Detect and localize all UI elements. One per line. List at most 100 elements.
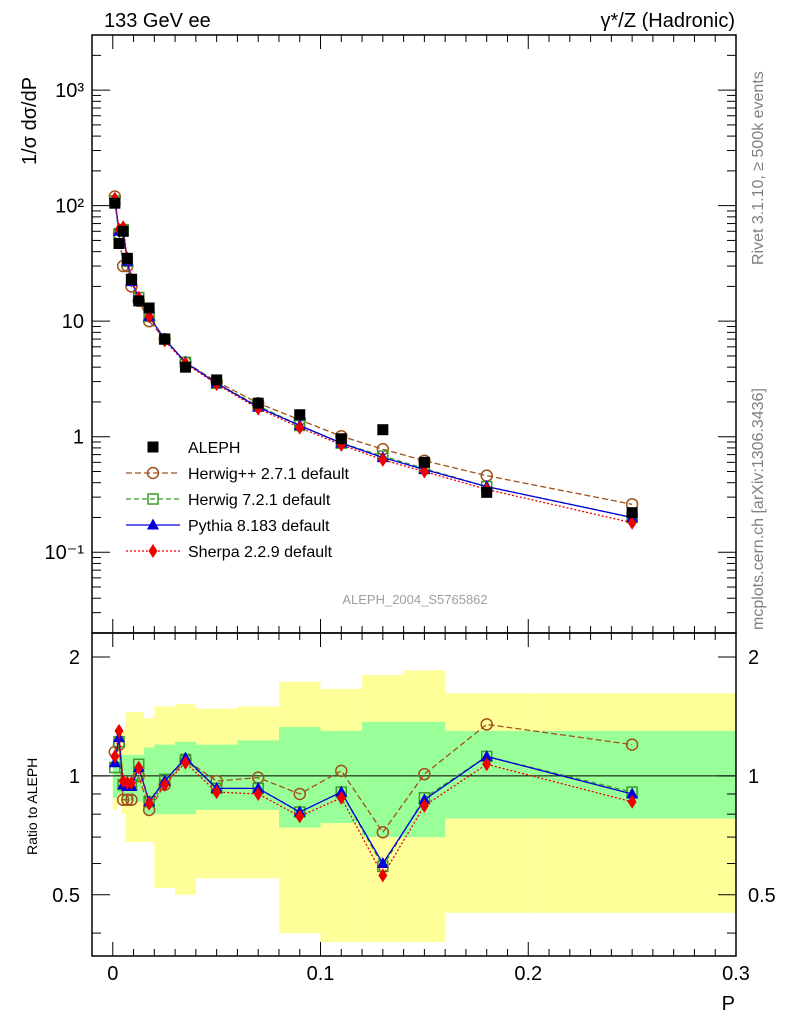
legend-entry: Herwig++ 2.7.1 default [126,466,350,483]
x-tick-label: 0.1 [307,963,335,985]
rivet-label: Rivet 3.1.10, ≥ 500k events [750,71,767,265]
mcplots-label: mcplots.cern.ch [arXiv:1306.3436] [750,388,767,630]
main-data-point [179,361,191,373]
main-series [108,190,639,530]
y-tick-label: 10² [55,196,84,218]
legend-label: Sherpa 2.2.9 default [188,544,333,561]
axis-ticks [92,34,737,956]
legend-marker [147,493,159,505]
ratio-data-point [335,764,348,778]
main-data-point [377,424,389,436]
main-data-point [252,397,264,409]
ratio-data-point [480,749,493,761]
ratio-data-point [293,787,306,801]
legend-entry: Herwig 7.2.1 default [126,492,331,509]
ratio-y-tick-label-right: 1 [748,766,759,788]
main-data-point [121,252,133,264]
main-ylabel: 1/σ dσ/dP [19,77,41,165]
x-tick-label: 0 [107,963,118,985]
legend-marker [147,518,159,530]
ratio-data-point [116,793,130,807]
main-data-point [133,295,145,307]
main-series-group [109,197,638,519]
inner-band-bin [133,754,144,802]
main-series-group [108,190,639,511]
xlabel: P [722,993,735,1015]
ratio-data-point [376,826,390,839]
ratio-data-point [336,790,346,805]
inner-band-bin [362,721,404,838]
inner-band-bin [112,756,117,798]
ratio-data-point [295,809,305,824]
ratio-data-point [114,723,124,738]
inner-band-bin [143,747,155,815]
x-tick-label: 0.2 [514,963,542,985]
ratio-data-point [418,767,431,781]
ratio-y-tick-label-right: 2 [748,647,759,669]
inner-band-bin [116,759,122,794]
ratio-data-point [134,760,144,775]
ratio-data-point [480,718,493,731]
ratio-data-point [376,857,389,869]
ratio-data-point [482,757,492,772]
main-data-point [626,507,638,519]
main-data-point [480,469,493,482]
ratio-data-point [180,755,190,770]
ratio-data-point [125,793,138,807]
main-data-point [335,433,347,445]
ratio-data-point [253,786,263,801]
legend-marker [147,441,159,453]
ratio-y-tick-label: 2 [69,647,80,669]
ratio-data-point [121,793,134,807]
ratio-data-point [627,794,637,809]
legend-label: Herwig 7.2.1 default [188,492,331,509]
main-series-line [114,196,633,505]
left-title: 133 GeV ee [104,10,211,32]
main-data-point [419,464,429,479]
main-data-point [627,515,637,530]
legend-label: Herwig++ 2.7.1 default [188,466,350,483]
main-data-point [295,420,305,435]
axis-tick-labels: 0 0.1 0.2 0.3 10⁻¹ 1 10 10² 10³ 0.5 0.5 1 1 2 2 [45,80,776,985]
ratio-y-tick-label-right: 0.5 [748,885,776,907]
y-tick-label: 10³ [55,80,84,102]
ratio-data-point [625,738,639,751]
main-data-point [418,456,430,468]
legend-label: Pythia 8.183 default [188,518,330,535]
main-data-point [159,333,171,345]
ratio-data-point [212,785,222,800]
ratio-data-point [626,787,639,799]
main-data-point [109,197,121,209]
y-tick-label: 1 [73,427,84,449]
legend-marker [148,544,158,558]
ratio-data-point [418,793,431,805]
inner-band-bin [195,744,238,810]
y-tick-label: 10 [62,311,84,333]
ratio-data-point [126,775,136,790]
ratio-y-tick-label: 1 [69,766,80,788]
main-data-point [481,486,493,498]
legend-entry: ALEPH [147,440,240,457]
ratio-uncertainty-bands [112,670,736,942]
ratio-series-group [110,723,637,883]
main-data-point [113,238,125,250]
analysis-id: ALEPH_2004_S5765862 [342,592,487,607]
main-data-point [211,374,223,386]
main-data-point [143,302,155,314]
legend: ALEPH Herwig++ 2.7.1 default Herwig 7.2.1 … [126,440,350,561]
ratio-data-point [378,868,388,883]
legend-entry: Pythia 8.183 default [126,518,330,535]
right-title: γ*/Z (Hadronic) [601,10,735,32]
main-data-point [125,273,137,285]
ratio-data-point [419,798,429,813]
ratio-data-point [160,777,170,792]
legend-marker [146,466,160,480]
ratio-y-tick-label: 0.5 [52,885,80,907]
ratio-series [108,718,639,883]
y-tick-label: 10⁻¹ [45,542,85,564]
main-data-point [294,409,306,421]
main-data-point [117,225,129,237]
legend-label: ALEPH [188,440,240,457]
inner-band-bin [445,730,529,819]
ratio-data-point [110,749,120,764]
